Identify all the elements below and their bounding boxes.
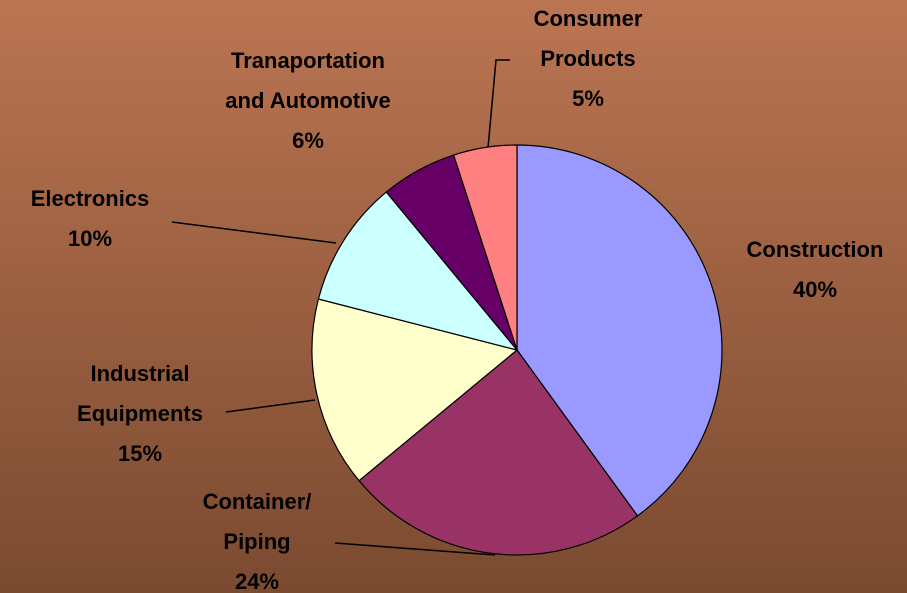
value-label: 6% xyxy=(292,128,324,153)
slice-label: Electronics xyxy=(31,186,150,211)
slice-label: Construction xyxy=(747,237,884,262)
pie-slice xyxy=(311,298,519,482)
leader-line xyxy=(225,399,316,413)
value-label: 24% xyxy=(235,569,279,593)
slice-label: Container/Piping xyxy=(203,489,312,554)
pie-slice xyxy=(452,144,518,351)
value-label: 15% xyxy=(118,441,162,466)
pie-slice xyxy=(516,144,723,517)
leader-line xyxy=(487,59,510,149)
slice-label: Industrial Equipments xyxy=(77,361,203,426)
value-label: 5% xyxy=(572,86,604,111)
pie-slice xyxy=(317,191,519,352)
value-label: 40% xyxy=(793,277,837,302)
pie-slice xyxy=(358,349,639,556)
leader-line xyxy=(334,542,496,556)
value-label: 10% xyxy=(68,226,112,251)
slice-label: Consumer Products xyxy=(534,6,643,71)
leader-line xyxy=(171,221,337,244)
slice-label: Tranaportation and Automotive xyxy=(225,48,390,113)
leader-lines xyxy=(171,59,510,556)
